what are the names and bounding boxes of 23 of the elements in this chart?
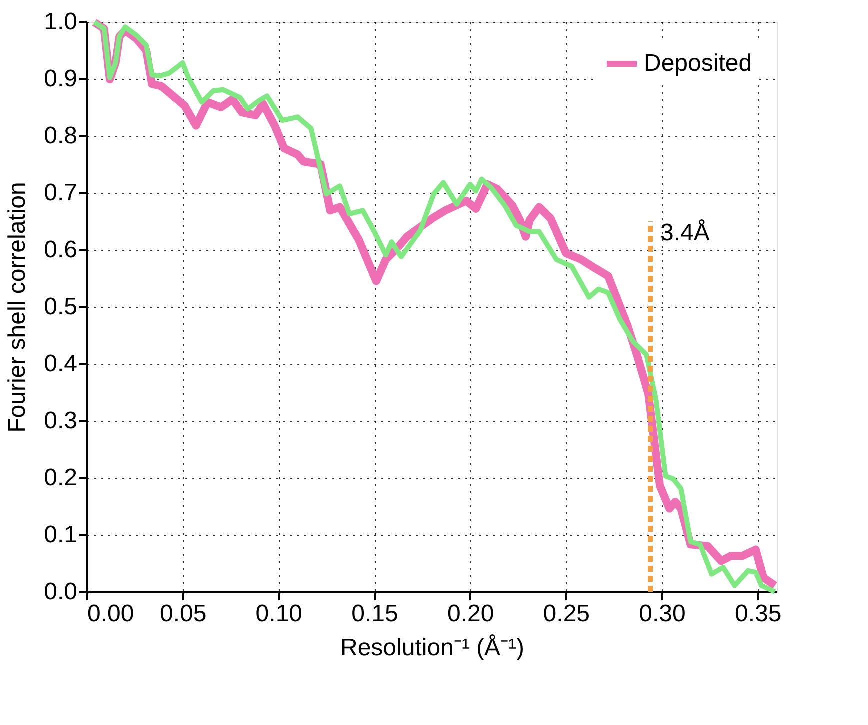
y-tick-label: 0.2 (44, 464, 78, 492)
x-tick-label: 0.05 (160, 600, 207, 628)
legend-label: Deposited (644, 50, 752, 77)
x-tick-label: 0.20 (447, 600, 494, 628)
x-tick-label: 0.35 (734, 600, 782, 628)
y-tick-label: 0.7 (44, 180, 78, 206)
x-axis-title: Resolution⁻¹ (Å⁻¹) (340, 634, 525, 662)
y-tick-label: 0.3 (44, 408, 78, 434)
y-tick-label: 0.6 (44, 236, 78, 264)
y-tick-label: 0.0 (44, 578, 78, 606)
y-tick-label: 1.0 (44, 8, 78, 36)
y-axis-title: Fourier shell correlation (4, 182, 32, 433)
x-tick-label: 0.00 (88, 600, 134, 628)
y-tick-label: 0.8 (44, 122, 78, 150)
y-tick-label: 0.1 (44, 522, 78, 548)
x-tick-label: 0.15 (352, 600, 398, 628)
x-tick-label: 0.25 (543, 600, 590, 628)
x-tick-label: 0.10 (256, 600, 303, 628)
y-tick-label: 0.4 (44, 350, 78, 378)
y-tick-label: 0.5 (44, 294, 78, 320)
y-tick-label: 0.9 (44, 66, 78, 92)
x-tick-label: 0.30 (639, 600, 686, 628)
annotation: 3.4Å (660, 220, 710, 246)
